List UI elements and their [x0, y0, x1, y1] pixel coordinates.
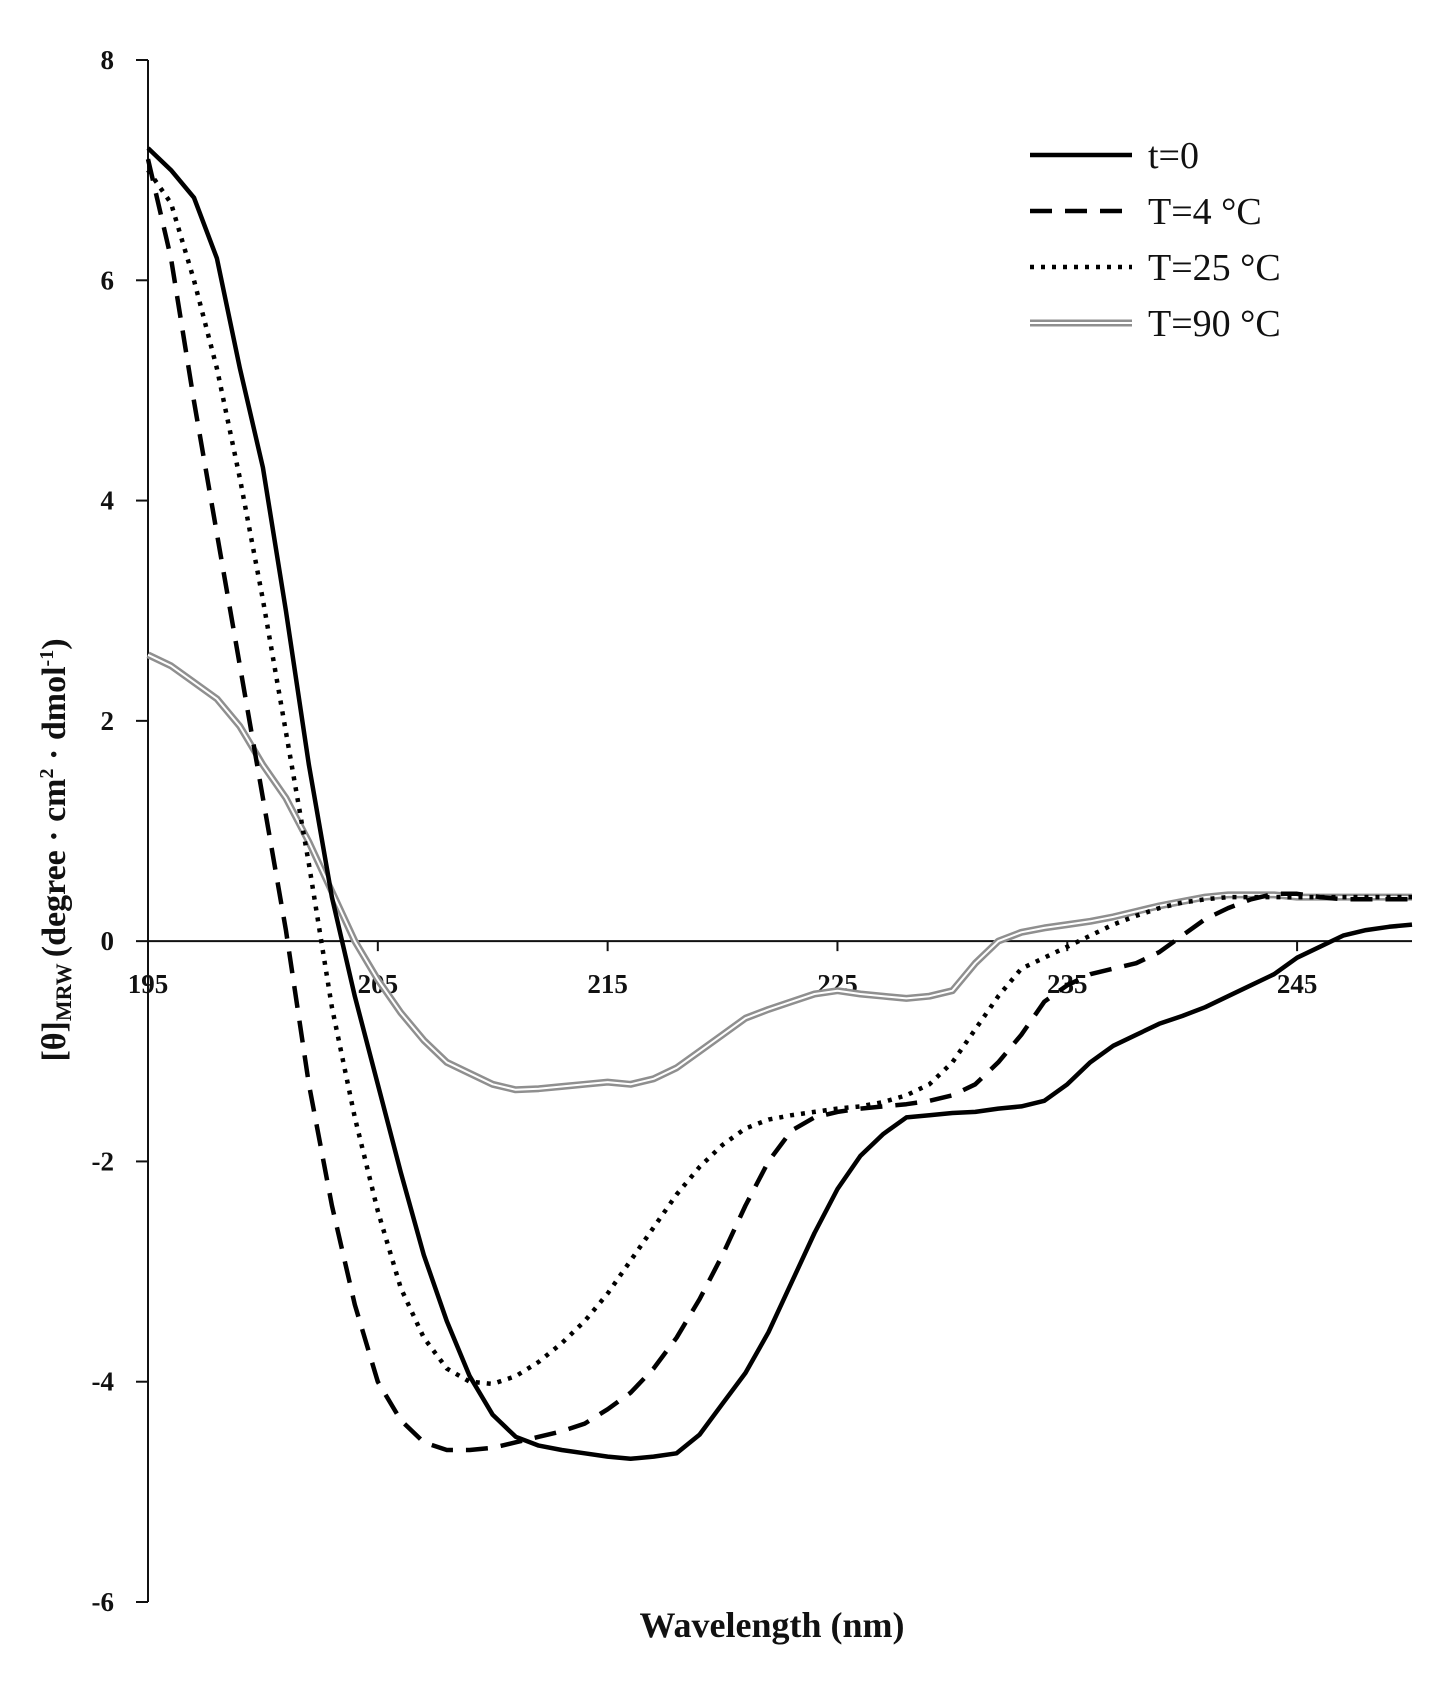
- legend: t=0 T=4 °C T=25 °C T=90 °C: [1030, 135, 1281, 345]
- y-tick-label: 2: [101, 706, 115, 736]
- y-axis-title: [θ]MRW (degree · cm2 · dmol-1): [36, 638, 76, 1061]
- series-line-t-25-c: [146, 168, 1412, 1387]
- legend-label-t-25-c: T=25 °C: [1148, 247, 1281, 289]
- y-tick-label: 4: [101, 486, 115, 516]
- series-line-t-90-c-inner: [147, 653, 1412, 1091]
- series-layer: [145, 146, 1413, 1462]
- x-axis-title: Wavelength (nm): [640, 1605, 905, 1645]
- x-tick-label: 215: [587, 969, 628, 999]
- x-tick-label: 195: [128, 969, 169, 999]
- legend-label-t-4-c: T=4 °C: [1148, 191, 1262, 233]
- x-tick-label: 245: [1277, 969, 1318, 999]
- legend-items: t=0 T=4 °C T=25 °C T=90 °C: [1030, 135, 1281, 345]
- series-line-t-0: [146, 146, 1413, 1462]
- y-axis-title-subscript: MRW: [51, 963, 76, 1021]
- y-axis-title-unit-c: ): [36, 638, 73, 649]
- y-tick-label: 0: [101, 926, 115, 956]
- y-tick-label: 8: [101, 45, 115, 75]
- legend-label-t-0: t=0: [1148, 135, 1199, 177]
- y-tick-label: -4: [92, 1367, 115, 1397]
- y-axis-title-prefix: [θ]: [36, 1021, 73, 1061]
- y-axis-title-unit-a-sup: 2: [36, 769, 58, 779]
- y-axis-title-unit-b-sup: -1: [36, 650, 58, 667]
- y-axis-title-unit-b: · dmol: [36, 666, 73, 768]
- legend-label-t-90-c: T=90 °C: [1148, 303, 1281, 345]
- y-tick-label: -2: [92, 1146, 115, 1176]
- y-tick-label: -6: [92, 1587, 115, 1617]
- y-axis-title-unit-a: (degree · cm: [36, 779, 73, 958]
- series-line-t-4-c: [145, 158, 1412, 1453]
- y-tick-label: 6: [101, 265, 115, 295]
- series-line-t-90-c: [146, 651, 1412, 1094]
